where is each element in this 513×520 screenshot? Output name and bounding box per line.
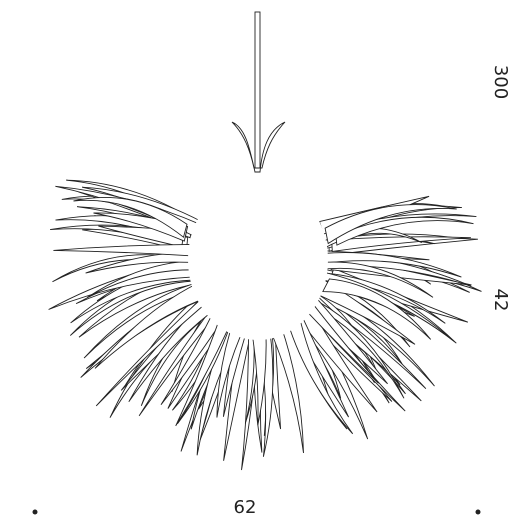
spike — [53, 243, 194, 257]
lamp-rod — [254, 11, 261, 173]
spike — [175, 313, 233, 427]
spike — [303, 296, 405, 399]
height-label: 300 — [490, 65, 511, 99]
bullet — [475, 509, 481, 515]
spike — [316, 261, 434, 298]
width-label: 62 — [234, 497, 257, 518]
depth-label: 42 — [490, 289, 511, 312]
spike — [216, 316, 249, 418]
lamp-core — [188, 180, 328, 340]
bullet — [32, 509, 38, 515]
lamp-body — [48, 179, 482, 471]
spike — [320, 252, 462, 278]
spike — [322, 278, 432, 340]
spike — [249, 322, 267, 426]
canopy-leaves — [231, 121, 286, 173]
spike — [73, 197, 188, 238]
spike — [335, 216, 474, 246]
spike — [302, 300, 379, 384]
spike — [324, 204, 457, 245]
spike — [268, 324, 304, 454]
spike — [138, 309, 217, 417]
spike — [87, 260, 205, 298]
spike — [94, 282, 209, 369]
spike — [287, 315, 354, 435]
spike — [95, 285, 221, 407]
spike — [331, 236, 471, 252]
